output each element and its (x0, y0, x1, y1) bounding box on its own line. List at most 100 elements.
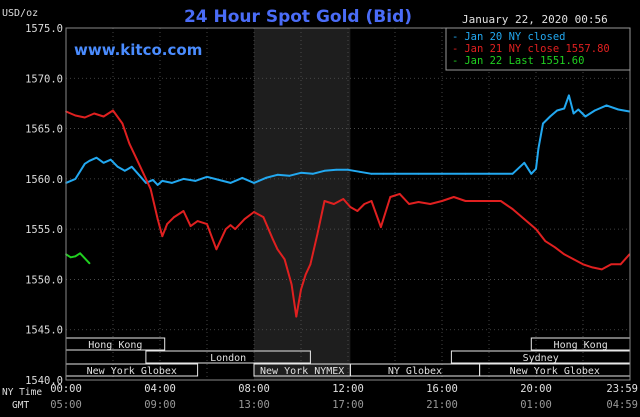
x-axis-ticks: 00:00 05:00 04:00 09:00 08:00 13:00 12:00 17:00… (50, 383, 638, 411)
series-point (161, 235, 164, 238)
legend: - Jan 20 NY closed - Jan 21 NY close 1557.… (445, 27, 631, 71)
chart-title: 24 Hour Spot Gold (Bid) (184, 7, 412, 27)
x-tick-label-ny: 20:00 (520, 383, 552, 395)
series-point (523, 161, 526, 164)
series-point (83, 257, 86, 260)
series-point (206, 223, 208, 226)
series-point (83, 162, 86, 165)
y-tick-label: 1540.0 (25, 375, 63, 387)
series-point (69, 256, 72, 259)
series-point (577, 108, 580, 111)
series-point (300, 171, 302, 174)
series-point (511, 172, 514, 175)
legend-item-jan21: - Jan 21 NY close 1557.80 (452, 43, 610, 55)
y-tick-label: 1550.0 (25, 274, 63, 286)
legend-item-jan20: - Jan 20 NY closed (452, 31, 565, 43)
series-point (389, 196, 392, 198)
series-point (137, 173, 140, 176)
series-point (441, 172, 443, 175)
x-tick-label-ny: 04:00 (144, 383, 176, 395)
series-point (394, 172, 396, 175)
x-tick-label-ny: 23:59 (606, 383, 638, 395)
series-point (95, 156, 98, 159)
series-point (452, 196, 455, 198)
series-point (194, 179, 197, 182)
plot-border (65, 27, 631, 381)
series-point (173, 216, 176, 218)
series-point (382, 172, 385, 175)
x-tick-label-gmt: 13:00 (238, 399, 270, 411)
series-point (499, 200, 502, 202)
series-point (215, 248, 218, 251)
series-point (464, 200, 467, 202)
series-line-2 (65, 252, 91, 264)
series-point (93, 112, 96, 115)
series-point (572, 258, 575, 261)
y-tick-label: 1570.0 (25, 73, 63, 85)
series-point (300, 288, 302, 291)
legend-label-jan21: Jan 21 NY close 1557.80 (464, 43, 609, 55)
x-tick-label-ny: 00:00 (50, 383, 82, 395)
ny-time-row-label: NY Time (2, 387, 42, 398)
series-point (234, 228, 237, 231)
series-point (530, 172, 533, 175)
series-point (128, 142, 131, 145)
series-point (283, 258, 286, 261)
series-point (417, 201, 420, 203)
legend-item-jan22: - Jan 22 Last 1551.60 (452, 55, 584, 67)
series-point (593, 109, 596, 112)
series-point (311, 172, 314, 175)
x-tick-label-ny: 16:00 (426, 383, 458, 395)
series-point (535, 228, 537, 231)
session-label: New York Globex (510, 366, 600, 377)
series-point (556, 109, 559, 112)
series-point (135, 157, 138, 160)
series-point (123, 169, 126, 172)
series-point (605, 104, 608, 107)
series-point (488, 172, 490, 175)
x-tick-label-gmt: 05:00 (50, 399, 82, 411)
x-tick-label-gmt: 21:00 (426, 399, 458, 411)
series-point (243, 218, 246, 220)
series-point (116, 165, 119, 168)
series-point (262, 216, 265, 218)
series-point (356, 210, 359, 212)
session-label: Hong Kong (88, 340, 142, 351)
series-point (74, 255, 77, 258)
series-point (88, 159, 91, 162)
series-point (408, 203, 410, 205)
series-point (288, 174, 291, 177)
series-point (464, 172, 467, 175)
series-point (417, 172, 420, 175)
x-tick-label-ny: 12:00 (332, 383, 364, 395)
series-point (537, 147, 540, 150)
series-point (102, 115, 105, 118)
series-point (544, 240, 547, 243)
series-point (217, 178, 220, 181)
y-tick-label: 1575.0 (25, 23, 63, 35)
series-point (380, 226, 382, 229)
series-point (276, 173, 279, 176)
session-label: NY Globex (388, 366, 442, 377)
series-point (342, 198, 345, 200)
series-point (488, 200, 490, 202)
series-point (363, 203, 366, 205)
price-series (65, 94, 631, 318)
series-point (156, 218, 159, 220)
series-point (619, 263, 622, 266)
session-label: New York Globex (87, 366, 177, 377)
series-point (511, 208, 514, 210)
series-line-0 (65, 94, 630, 186)
session-label: London (210, 353, 246, 364)
series-point (304, 273, 307, 276)
series-point (563, 107, 566, 110)
x-tick-label-gmt: 01:00 (520, 399, 552, 411)
series-point (170, 181, 173, 184)
legend-box (445, 27, 631, 71)
series-point (196, 220, 199, 222)
series-point (241, 176, 244, 179)
series-point (347, 168, 349, 171)
series-point (349, 206, 352, 208)
series-point (152, 178, 154, 181)
